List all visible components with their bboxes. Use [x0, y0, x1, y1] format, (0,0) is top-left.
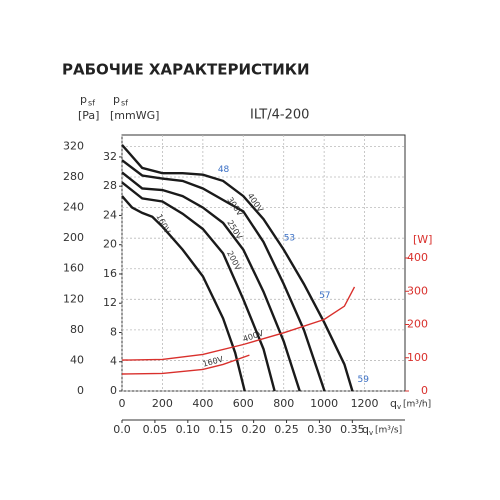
y-label-symbol: p — [80, 93, 87, 106]
y-tick-label: 320 — [63, 139, 84, 152]
y-tick-label: 80 — [70, 323, 84, 336]
x2-tick-label: 0.0 — [113, 423, 131, 436]
y-label-sub: sf — [88, 99, 95, 108]
model-name: ILT/4-200 — [250, 108, 309, 123]
axis-label-unit: [m³/h] — [403, 400, 431, 410]
curve — [121, 171, 301, 392]
curve — [121, 354, 250, 375]
y2-tick-label: 0 — [421, 384, 428, 397]
y3-tick-label: 24 — [103, 208, 117, 221]
axis-label-unit: [m³/s] — [375, 426, 402, 436]
y3-tick-label: 28 — [103, 179, 117, 192]
curve-label: 160V — [154, 213, 172, 236]
x-tick-label: 600 — [233, 397, 254, 410]
y3-tick-label: 0 — [110, 384, 117, 397]
axis-label-sub: v — [369, 429, 373, 437]
x2-tick-label: 0.25 — [274, 423, 299, 436]
y-label: p sf [Pa] — [78, 93, 99, 122]
x2-tick-label: 0.10 — [176, 423, 201, 436]
y3-label-unit: [mmWG] — [110, 109, 159, 122]
y3-label-symbol: p — [113, 93, 120, 106]
y2-tick-label: 300 — [407, 284, 428, 297]
axis-label-symbol: q — [362, 423, 369, 436]
curve — [121, 144, 354, 392]
x2-tick-label: 0.35 — [340, 423, 365, 436]
y2-label: [W] — [413, 233, 432, 246]
y3-tick-label: 20 — [103, 238, 117, 251]
y3-tick-label: 16 — [103, 267, 117, 280]
y2-tick-label: 400 — [407, 251, 428, 264]
curve — [121, 286, 356, 361]
y3-label-sub: sf — [121, 99, 128, 108]
y3-tick-label: 8 — [110, 325, 117, 338]
y-tick-label: 40 — [70, 353, 84, 366]
y-label-unit: [Pa] — [78, 109, 99, 122]
y3-tick-label: 4 — [110, 355, 117, 368]
x2-tick-label: 0.05 — [143, 423, 168, 436]
chart-title: РАБОЧИЕ ХАРАКТЕРИСТИКИ — [62, 61, 310, 79]
y-tick-label: 120 — [63, 292, 84, 305]
y3-tick-label: 12 — [103, 296, 117, 309]
curve — [121, 159, 326, 392]
x-tick-label: 1000 — [310, 397, 338, 410]
x2-tick-label: 0.15 — [208, 423, 233, 436]
y-tick-label: 160 — [63, 262, 84, 275]
y-tick-label: 280 — [63, 170, 84, 183]
efficiency-label: 48 — [218, 165, 230, 175]
y2-tick-label: 100 — [407, 351, 428, 364]
efficiency-label: 57 — [319, 291, 330, 301]
x2-tick-label: 0.20 — [241, 423, 266, 436]
curve — [121, 195, 246, 392]
curve — [121, 181, 276, 392]
curve-label: 300V — [225, 195, 244, 218]
y-tick-label: 240 — [63, 201, 84, 214]
x-tick-label: 1200 — [351, 397, 379, 410]
axis-label-sub: v — [397, 403, 401, 411]
x-tick-label: 0 — [119, 397, 126, 410]
axis-label-symbol: q — [390, 397, 397, 410]
x-tick-label: 200 — [152, 397, 173, 410]
y3-label: p sf [mmWG] — [110, 93, 159, 122]
x2-tick-label: 0.30 — [307, 423, 332, 436]
x-tick-label: 400 — [192, 397, 213, 410]
y-tick-label: 200 — [63, 231, 84, 244]
y3-tick-label: 32 — [103, 150, 117, 163]
x-tick-label: 800 — [273, 397, 294, 410]
efficiency-label: 59 — [357, 375, 369, 385]
y-tick-label: 0 — [77, 384, 84, 397]
y2-tick-label: 200 — [407, 318, 428, 331]
efficiency-label: 53 — [284, 234, 295, 244]
